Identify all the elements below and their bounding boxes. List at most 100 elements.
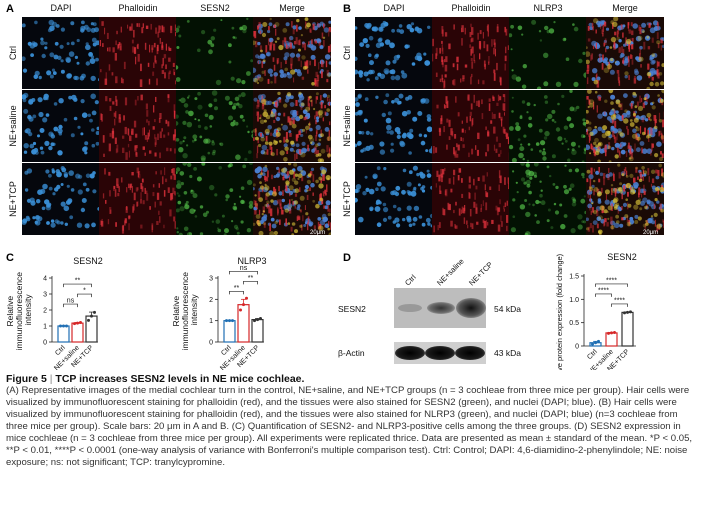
significance-label: **: [248, 275, 254, 282]
data-point: [245, 296, 248, 300]
chart-d-ylabel: Relative protein expression (fold change…: [555, 253, 564, 370]
panel-a-tile-r2-c0: [22, 163, 100, 235]
data-point: [259, 317, 262, 321]
panel-a-tile-r0-c2: [176, 17, 254, 89]
data-point: [87, 318, 90, 322]
significance-bracket: [595, 283, 628, 287]
panel-a-tile-r1-c0: [22, 90, 100, 162]
panel-b-tile-r2-c2: [509, 163, 587, 235]
panel-a-tile-r1-c3: [253, 90, 331, 162]
blot-sesn2-label: SESN2: [338, 304, 366, 314]
panel-b-row-ne-tcp: NE+TCP: [342, 181, 352, 217]
blot-lane-ne-saline: NE+saline: [435, 257, 466, 288]
panel-b-row-ctrl: Ctrl: [342, 46, 352, 60]
y-tick-label: 0.5: [569, 320, 579, 327]
y-tick-label: 0: [43, 340, 47, 347]
panel-d-svg: Ctrl NE+saline NE+TCP SESN2 54 kDa β-Act…: [338, 252, 637, 370]
significance-label: *: [83, 288, 86, 295]
panel-b-tile-r0-c1: [432, 17, 510, 89]
data-point: [93, 310, 96, 314]
panel-a-tile-r0-c1: [99, 17, 177, 89]
panel-b-tile-r2-c1: [432, 163, 510, 235]
panel-a-tile-r1-c2: [176, 90, 254, 162]
data-point: [253, 319, 256, 323]
data-point: [65, 324, 68, 328]
bar-ctrl: [57, 325, 70, 343]
data-point: [591, 342, 594, 346]
y-tick-label: 1: [209, 318, 213, 325]
panel-a-col-sesn2: SESN2: [200, 3, 230, 13]
panel-b-col-nlrp3: NLRP3: [533, 3, 563, 13]
bar-ne-saline: [71, 322, 84, 343]
chart-nlrp3-title: NLRP3: [237, 256, 267, 266]
caption-title: Figure 5 | TCP increases SESN2 levels in…: [6, 373, 305, 385]
figure-caption: Figure 5 | TCP increases SESN2 levels in…: [6, 373, 696, 469]
significance-label: ****: [598, 287, 609, 294]
significance-label: ****: [614, 297, 625, 304]
significance-bracket: [595, 293, 612, 297]
y-tick-label: 0: [575, 344, 579, 351]
chart-nlrp3-ylabel: Relative immunofluorescence intensity: [171, 270, 199, 351]
data-point: [629, 310, 632, 314]
caption-body: (A) Representative images of the medial …: [6, 385, 693, 468]
blot-actin-band-ctrl: [395, 346, 425, 360]
panel-a-col-phalloidin: Phalloidin: [118, 3, 158, 13]
y-tick-label: 2: [43, 308, 47, 315]
blot-actin-label: β-Actin: [338, 348, 365, 358]
significance-bracket: [229, 270, 258, 275]
data-point: [613, 330, 616, 334]
y-tick-label: 1.5: [569, 274, 579, 281]
data-point: [239, 308, 242, 312]
data-point: [59, 324, 62, 328]
panel-b-tile-r2-c3: [586, 163, 664, 235]
blot-lane-ctrl: Ctrl: [403, 273, 418, 288]
panel-a-label: A: [6, 3, 14, 15]
panel-b-scale-bar: [641, 237, 659, 238]
panel-a-col-merge: Merge: [279, 3, 305, 13]
panel-b-tile-r1-c2: [509, 90, 587, 162]
panel-c-label: C: [6, 252, 14, 264]
blot-sesn2-band-ne-tcp: [456, 298, 486, 318]
significance-label: **: [75, 278, 81, 285]
y-tick-label: 0: [209, 340, 213, 347]
panel-b-tile-r1-c0: [355, 90, 433, 162]
data-point: [90, 314, 93, 318]
data-point: [610, 331, 613, 335]
data-point: [597, 339, 600, 343]
bar-ne-tcp: [621, 311, 634, 347]
data-point: [76, 321, 79, 325]
significance-bracket: [63, 303, 78, 308]
significance-bracket: [611, 303, 628, 307]
data-point: [607, 331, 610, 335]
panel-a-tile-r0-c3: [253, 17, 331, 89]
panel-b-tile-r1-c3: [586, 90, 664, 162]
significance-label: **: [234, 285, 240, 292]
significance-label: ns: [67, 298, 75, 305]
data-point: [626, 310, 629, 314]
panel-a-row-ctrl: Ctrl: [8, 46, 18, 60]
chart-sesn2-title: SESN2: [73, 256, 103, 266]
data-point: [228, 319, 231, 323]
significance-label: ns: [240, 266, 248, 272]
panel-b-col-merge: Merge: [612, 3, 638, 13]
chart-sesn2-ylabel: Relative immunofluorescence intensity: [5, 270, 33, 351]
panel-b-tile-r2-c0: [355, 163, 433, 235]
significance-bracket: [229, 290, 244, 295]
significance-bracket: [63, 283, 92, 288]
chart-d-plot: 00.51.01.5CtrlNE+salineNE+TCP***********…: [569, 274, 636, 370]
blot-lane-ne-tcp: NE+TCP: [467, 260, 494, 287]
blot-sesn2-band-ctrl: [398, 304, 422, 312]
x-tick-label: Ctrl: [586, 348, 599, 361]
data-point: [225, 319, 228, 323]
panel-b-tile-r0-c3: [586, 17, 664, 89]
panel-b-col-phalloidin: Phalloidin: [451, 3, 491, 13]
y-tick-label: 1.0: [569, 297, 579, 304]
significance-bracket: [77, 293, 92, 298]
data-point: [73, 322, 76, 326]
significance-label: ****: [606, 277, 617, 284]
panel-a-tile-r2-c3: [253, 163, 331, 235]
y-tick-label: 3: [209, 276, 213, 283]
significance-bracket: [243, 280, 258, 285]
y-tick-label: 4: [43, 276, 47, 283]
